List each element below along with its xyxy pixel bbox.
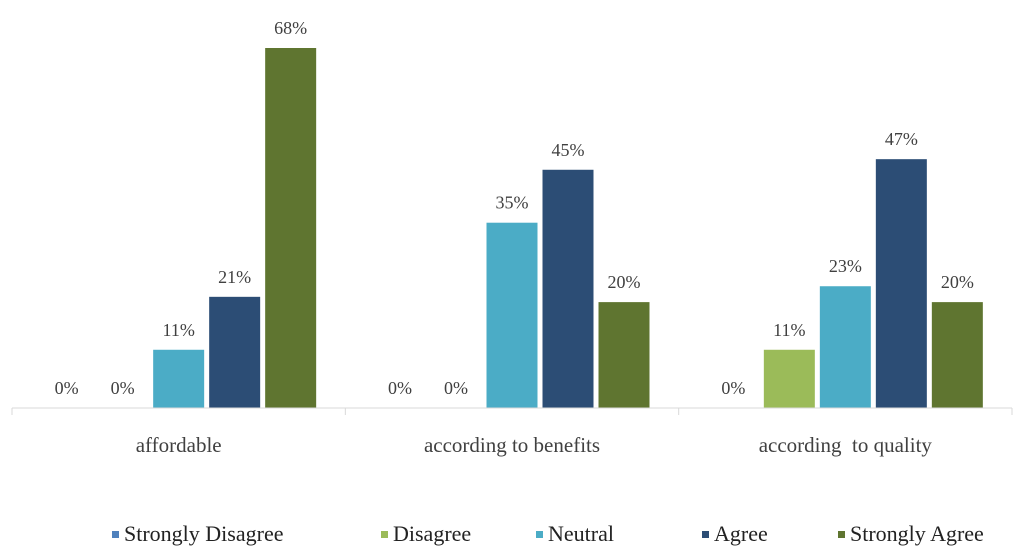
data-label-neutral-according-to-quality: 23% (829, 256, 862, 276)
legend-label: Disagree (393, 521, 472, 546)
bars-layer (153, 48, 983, 408)
bar-agree-according-to-quality (875, 159, 927, 408)
legend-item-agree: Agree (702, 520, 768, 548)
bar-strongly-agree-affordable (265, 48, 317, 408)
legend-swatch (838, 530, 845, 538)
bar-disagree-according-to-quality (763, 349, 815, 408)
legend-swatch (536, 530, 543, 538)
data-label-disagree-affordable: 0% (111, 378, 135, 398)
legend-item-disagree: Disagree (381, 520, 471, 548)
value-labels-layer: 0% 0% 11% 21% 68% 0% 0% 35% 45% 20% 0% 11% 23% 47% 20% (55, 18, 974, 398)
data-label-neutral-affordable: 11% (163, 320, 195, 340)
data-label-disagree-according-to-benefits: 0% (444, 378, 468, 398)
data-label-agree-according-to-benefits: 45% (552, 140, 585, 160)
data-label-disagree-according-to-quality: 11% (773, 320, 805, 340)
data-label-strongly-disagree-according-to-quality: 0% (721, 378, 745, 398)
bar-strongly-agree-according-to-quality (931, 302, 983, 408)
data-label-agree-according-to-quality: 47% (885, 129, 918, 149)
data-label-strongly-agree-according-to-benefits: 20% (608, 272, 641, 292)
legend: Strongly Disagree Disagree Neutral Agree… (0, 520, 1019, 548)
bar-strongly-agree-according-to-benefits (598, 302, 650, 408)
x-axis-ticks (11, 408, 1013, 415)
bar-neutral-according-to-benefits (486, 222, 538, 408)
legend-swatch (112, 530, 119, 538)
chart: 0% 0% 11% 21% 68% 0% 0% 35% 45% 20% 0% 11% 23% 47% 20%… (11, 18, 1013, 457)
category-label-according-to-quality: according to quality (759, 433, 933, 457)
legend-label: Agree (714, 521, 768, 546)
data-label-strongly-agree-affordable: 68% (274, 18, 307, 38)
bar-agree-affordable (209, 296, 261, 408)
legend-item-strongly-agree: Strongly Agree (838, 520, 984, 548)
data-label-strongly-disagree-affordable: 0% (55, 378, 79, 398)
category-label-affordable: affordable (136, 433, 222, 457)
bar-neutral-affordable (153, 349, 205, 408)
legend-label: Strongly Agree (850, 521, 984, 546)
legend-label: Neutral (548, 521, 614, 546)
category-label-according-to-benefits: according to benefits (424, 433, 600, 457)
bar-neutral-according-to-quality (819, 286, 871, 408)
legend-swatch (702, 530, 709, 538)
legend-swatch (381, 530, 388, 538)
data-label-strongly-disagree-according-to-benefits: 0% (388, 378, 412, 398)
data-label-neutral-according-to-benefits: 35% (496, 193, 529, 213)
category-labels: affordable according to benefits according… (136, 433, 933, 457)
legend-item-strongly-disagree: Strongly Disagree (112, 520, 283, 548)
data-label-strongly-agree-according-to-quality: 20% (941, 272, 974, 292)
data-label-agree-affordable: 21% (218, 267, 251, 287)
bar-agree-according-to-benefits (542, 169, 594, 408)
legend-item-neutral: Neutral (536, 520, 614, 548)
legend-label: Strongly Disagree (124, 521, 284, 546)
